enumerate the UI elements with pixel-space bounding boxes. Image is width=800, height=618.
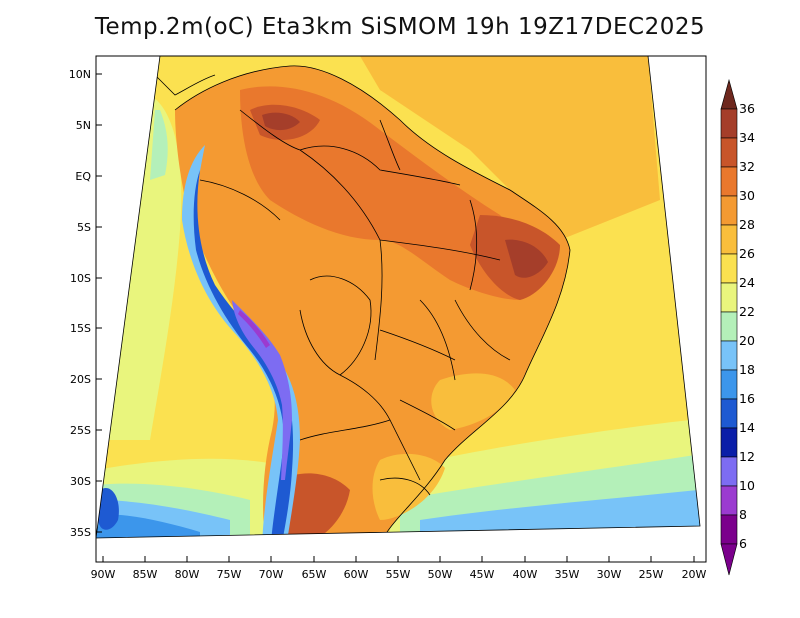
lat-label-25s: 25S	[70, 424, 91, 437]
lon-label-80w: 80W	[175, 568, 200, 581]
legend-label-28: 28	[739, 217, 755, 232]
legend-label-16: 16	[739, 391, 755, 406]
atlantic-warm-zone	[360, 56, 660, 240]
lon-label-60w: 60W	[344, 568, 369, 581]
lon-label-85w: 85W	[133, 568, 158, 581]
colorbar-swatch-10-12	[720, 456, 738, 487]
colorbar-swatch-28-30	[720, 195, 738, 226]
lat-label-20s: 20S	[70, 373, 91, 386]
lon-label-65w: 65W	[302, 568, 327, 581]
lon-label-30w: 30W	[597, 568, 622, 581]
patagonia-warm	[278, 473, 350, 538]
map-title: Temp.2m(oC) Eta3km SiSMOM 19h 19Z17DEC20…	[94, 14, 706, 40]
colorbar-swatch-14-16	[720, 398, 738, 429]
colorbar-swatch-24-26	[720, 253, 738, 284]
border-bolivia	[299, 275, 372, 376]
border-brazil-states-6	[469, 199, 478, 291]
border-brazil-west	[299, 149, 383, 361]
border-brazil-states-3	[454, 299, 511, 361]
legend-label-10: 10	[739, 478, 755, 493]
lon-label-40w: 40W	[513, 568, 538, 581]
pacific-cold-core	[98, 488, 119, 530]
northeast-very-hot	[505, 239, 548, 278]
lon-label-90w: 90W	[91, 568, 116, 581]
colorbar-top-arrow	[720, 78, 738, 110]
legend-label-30: 30	[739, 188, 755, 203]
legend-label-34: 34	[739, 130, 755, 145]
lon-label-25w: 25W	[639, 568, 664, 581]
andes-freezing-spots	[238, 310, 270, 348]
lat-label-5n: 5N	[76, 119, 91, 132]
lat-label-35s: 35S	[70, 526, 91, 539]
legend-label-14: 14	[739, 420, 755, 435]
pacific-cool-band-inner	[150, 110, 168, 180]
colorbar-swatch-34-36	[720, 108, 738, 139]
southeast-mild-zone	[431, 373, 515, 430]
legend-label-32: 32	[739, 159, 755, 174]
colorbar-labels: 36 34 32 30 28 26 24 22 20 18 16 14 12 1…	[739, 101, 755, 551]
lon-label-70w: 70W	[259, 568, 284, 581]
border-colombia-venezuela	[239, 109, 301, 151]
legend-label-20: 20	[739, 333, 755, 348]
pacific-south-16	[96, 514, 200, 538]
map-field	[96, 56, 700, 552]
border-argentina	[299, 419, 421, 481]
legend-label-26: 26	[739, 246, 755, 261]
border-brazil-states-4	[379, 329, 456, 361]
lon-label-20w: 20W	[682, 568, 707, 581]
caribbean-very-hot	[262, 112, 300, 131]
border-brazil-states-5	[399, 399, 456, 431]
lon-label-75w: 75W	[217, 568, 242, 581]
colorbar-swatch-18-20	[720, 340, 738, 371]
lat-label-30s: 30S	[70, 475, 91, 488]
legend-label-22: 22	[739, 304, 755, 319]
lat-label-15s: 15S	[70, 322, 91, 335]
colorbar-swatch-30-32	[720, 166, 738, 197]
tierra-del-fuego-cold	[208, 542, 232, 552]
colorbar	[720, 78, 738, 576]
border-paraguay	[339, 374, 391, 421]
colorbar-swatch-26-28	[720, 224, 738, 255]
colorbar-swatch-12-14	[720, 427, 738, 458]
plot-frame	[95, 55, 707, 563]
lat-label-eq: EQ	[75, 170, 91, 183]
latitude-axis: 10N 5N EQ 5S 10S 15S 20S 25S 30S 35S	[69, 68, 102, 539]
south-brazil-mild	[372, 453, 445, 520]
country-boundaries	[174, 65, 571, 538]
continent-coastline	[174, 65, 571, 538]
lon-label-50w: 50W	[428, 568, 453, 581]
lon-label-55w: 55W	[386, 568, 411, 581]
legend-label-18: 18	[739, 362, 755, 377]
colorbar-bottom-arrow	[720, 543, 738, 576]
border-uruguay	[379, 477, 431, 496]
border-brazil-states-2	[419, 299, 456, 381]
border-brazil-states-1	[379, 239, 501, 261]
legend-label-36: 36	[739, 101, 755, 116]
colorbar-swatch-16-18	[720, 369, 738, 400]
colorbar-swatch-6-8	[720, 514, 738, 545]
colorbar-swatch-20-22	[720, 311, 738, 342]
lon-label-45w: 45W	[470, 568, 495, 581]
lon-label-35w: 35W	[555, 568, 580, 581]
legend-label-12: 12	[739, 449, 755, 464]
legend-label-24: 24	[739, 275, 755, 290]
legend-label-6: 6	[739, 536, 747, 551]
colorbar-swatch-8-10	[720, 485, 738, 516]
border-guianas	[379, 119, 401, 171]
lat-label-10s: 10S	[70, 272, 91, 285]
border-brazil-north	[299, 145, 461, 186]
legend-label-8: 8	[739, 507, 747, 522]
amazon-hot-zone	[240, 86, 524, 300]
lat-label-10n: 10N	[69, 68, 91, 81]
colorbar-swatch-32-34	[720, 137, 738, 168]
lat-label-5s: 5S	[77, 221, 91, 234]
colorbar-swatch-22-24	[720, 282, 738, 313]
border-peru-ecuador	[199, 179, 281, 221]
andes-cool-band	[182, 145, 300, 538]
longitude-axis: 90W 85W 80W 75W 70W 65W 60W 55W 50W 45W …	[91, 556, 707, 581]
